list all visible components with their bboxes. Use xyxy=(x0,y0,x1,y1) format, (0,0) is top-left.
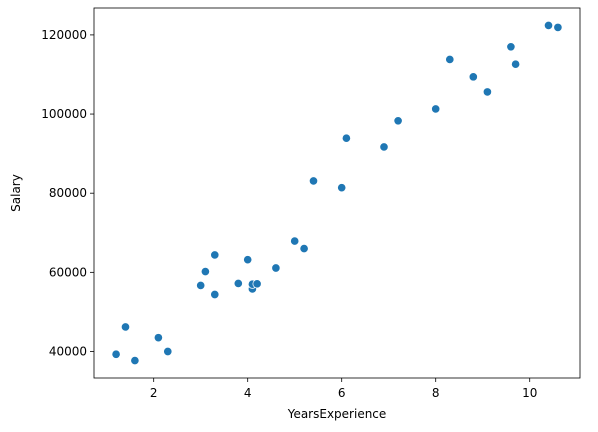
data-point xyxy=(431,104,441,114)
data-point xyxy=(468,72,478,82)
data-point xyxy=(553,22,563,32)
data-point xyxy=(393,116,403,126)
data-point xyxy=(299,244,309,254)
data-point xyxy=(130,356,140,366)
data-point xyxy=(543,20,554,30)
y-tick-label: 60000 xyxy=(49,265,87,279)
data-point xyxy=(506,42,516,52)
data-point xyxy=(196,280,206,290)
x-tick-label: 6 xyxy=(338,386,346,400)
data-point xyxy=(482,87,492,97)
data-point xyxy=(341,133,351,143)
data-point xyxy=(290,236,300,246)
x-axis-label: YearsExperience xyxy=(287,407,387,421)
x-tick-label: 8 xyxy=(432,386,440,400)
data-point xyxy=(111,349,121,359)
data-point xyxy=(511,59,521,69)
data-point xyxy=(445,54,455,65)
points-layer xyxy=(111,20,563,366)
data-point xyxy=(210,250,220,260)
y-tick-label: 120000 xyxy=(41,28,87,42)
data-point xyxy=(200,266,210,277)
y-tick-label: 80000 xyxy=(49,186,87,200)
y-tick-label: 40000 xyxy=(49,344,87,358)
x-tick-label: 4 xyxy=(244,386,252,400)
data-point xyxy=(308,176,319,186)
data-point xyxy=(271,263,281,273)
x-axis-ticks: 2 4 6 8 10 xyxy=(150,378,537,400)
plot-frame xyxy=(93,7,581,379)
data-point xyxy=(120,322,131,332)
y-axis-ticks: 40000 60000 80000 100000 120000 xyxy=(41,28,94,358)
data-point xyxy=(153,333,163,343)
data-point xyxy=(210,289,220,300)
data-point xyxy=(379,142,389,152)
y-tick-label: 100000 xyxy=(41,107,87,121)
x-tick-label: 10 xyxy=(522,386,537,400)
y-axis-label: Salary xyxy=(9,174,23,212)
data-point xyxy=(163,346,173,357)
data-point xyxy=(252,279,262,289)
data-point xyxy=(233,278,243,288)
data-point xyxy=(337,183,347,193)
data-point xyxy=(243,255,253,265)
x-tick-label: 2 xyxy=(150,386,158,400)
